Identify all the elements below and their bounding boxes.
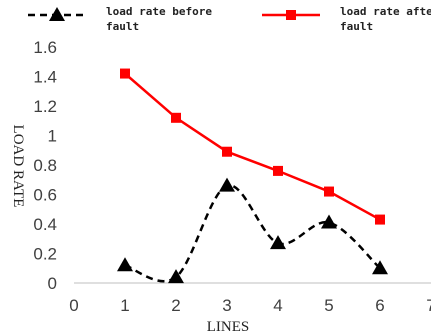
data-point bbox=[375, 214, 385, 225]
x-tick-label: 3 bbox=[222, 296, 231, 315]
legend-item: load rate after fault bbox=[262, 5, 431, 33]
x-tick-label: 7 bbox=[426, 296, 431, 315]
legend: load rate before fault load rate after faul… bbox=[28, 5, 431, 33]
series-2 bbox=[120, 68, 385, 225]
data-point bbox=[321, 214, 337, 229]
data-point bbox=[270, 235, 286, 250]
y-tick-label: 0.6 bbox=[33, 186, 57, 205]
legend-label: load rate before bbox=[106, 5, 212, 18]
legend-swatch-marker bbox=[49, 7, 65, 21]
y-axis: 0 0.2 0.4 0.6 0.8 1 1.2 1.4 1.6 bbox=[33, 38, 57, 293]
x-tick-label: 2 bbox=[171, 296, 180, 315]
data-point bbox=[171, 112, 181, 123]
legend-item: load rate before fault bbox=[28, 5, 212, 33]
data-point bbox=[117, 257, 133, 272]
series-line bbox=[124, 72, 381, 221]
legend-label: load rate after bbox=[340, 5, 431, 18]
legend-label: fault bbox=[340, 20, 373, 33]
data-point bbox=[219, 177, 235, 192]
legend-swatch-marker bbox=[286, 10, 296, 20]
y-tick-label: 0.2 bbox=[33, 245, 57, 264]
data-point bbox=[372, 260, 388, 275]
x-tick-label: 6 bbox=[375, 296, 384, 315]
data-point bbox=[120, 68, 130, 79]
legend-label: fault bbox=[106, 20, 139, 33]
x-axis: 0 1 2 3 4 5 6 7 bbox=[69, 282, 431, 315]
x-axis-title: LINES bbox=[207, 319, 250, 335]
data-point bbox=[273, 165, 283, 176]
series-layer bbox=[117, 68, 388, 284]
y-tick-label: 1.6 bbox=[33, 38, 57, 57]
y-tick-label: 1.4 bbox=[33, 68, 57, 87]
y-axis-title: LOAD RATE bbox=[10, 125, 26, 208]
y-tick-label: 0.8 bbox=[33, 156, 57, 175]
y-tick-label: 0 bbox=[48, 274, 57, 293]
data-point bbox=[222, 146, 232, 157]
x-tick-label: 4 bbox=[273, 296, 282, 315]
data-point bbox=[324, 186, 334, 197]
y-tick-label: 1 bbox=[48, 127, 57, 146]
x-tick-label: 1 bbox=[120, 296, 129, 315]
series-1 bbox=[117, 177, 388, 284]
y-tick-label: 0.4 bbox=[33, 215, 57, 234]
x-tick-label: 0 bbox=[69, 296, 78, 315]
x-tick-label: 5 bbox=[324, 296, 333, 315]
data-point bbox=[168, 269, 184, 284]
y-tick-label: 1.2 bbox=[33, 97, 57, 116]
